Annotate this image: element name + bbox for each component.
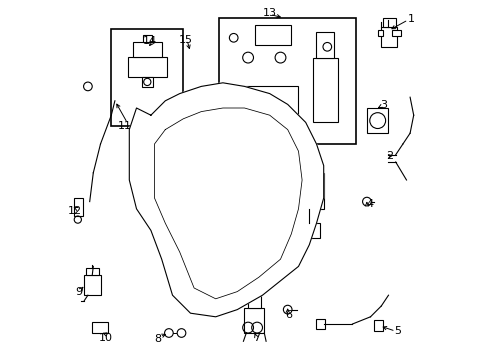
Text: 10: 10 bbox=[99, 333, 113, 343]
FancyBboxPatch shape bbox=[84, 275, 101, 295]
FancyBboxPatch shape bbox=[316, 319, 325, 329]
Text: 14: 14 bbox=[143, 36, 157, 46]
Text: 13: 13 bbox=[262, 8, 276, 18]
FancyBboxPatch shape bbox=[302, 223, 320, 238]
Text: 8: 8 bbox=[154, 334, 161, 344]
FancyBboxPatch shape bbox=[133, 42, 162, 57]
Polygon shape bbox=[129, 83, 323, 317]
FancyBboxPatch shape bbox=[142, 77, 152, 87]
FancyBboxPatch shape bbox=[73, 198, 82, 216]
FancyBboxPatch shape bbox=[382, 18, 395, 27]
FancyBboxPatch shape bbox=[377, 30, 382, 36]
FancyBboxPatch shape bbox=[316, 32, 334, 58]
FancyBboxPatch shape bbox=[381, 27, 397, 47]
FancyBboxPatch shape bbox=[142, 35, 151, 42]
FancyBboxPatch shape bbox=[91, 322, 107, 333]
FancyBboxPatch shape bbox=[391, 30, 400, 36]
Text: 1: 1 bbox=[407, 14, 414, 24]
FancyBboxPatch shape bbox=[373, 320, 382, 331]
Text: 5: 5 bbox=[393, 326, 400, 336]
Text: 15: 15 bbox=[179, 35, 193, 45]
Text: 6: 6 bbox=[285, 310, 292, 320]
Text: 4: 4 bbox=[366, 199, 372, 209]
Text: 11: 11 bbox=[118, 121, 132, 131]
FancyBboxPatch shape bbox=[255, 25, 291, 45]
FancyBboxPatch shape bbox=[312, 58, 337, 122]
FancyBboxPatch shape bbox=[247, 295, 260, 308]
Text: 9: 9 bbox=[75, 287, 82, 297]
Text: 7: 7 bbox=[253, 333, 260, 343]
Text: 12: 12 bbox=[67, 206, 81, 216]
FancyBboxPatch shape bbox=[244, 308, 264, 333]
Text: 2: 2 bbox=[385, 150, 392, 161]
FancyBboxPatch shape bbox=[219, 18, 355, 144]
FancyBboxPatch shape bbox=[366, 108, 387, 133]
FancyBboxPatch shape bbox=[111, 29, 183, 126]
Text: 3: 3 bbox=[380, 100, 387, 110]
FancyBboxPatch shape bbox=[233, 86, 298, 130]
FancyBboxPatch shape bbox=[127, 57, 167, 77]
FancyBboxPatch shape bbox=[86, 268, 99, 275]
FancyBboxPatch shape bbox=[294, 173, 323, 209]
